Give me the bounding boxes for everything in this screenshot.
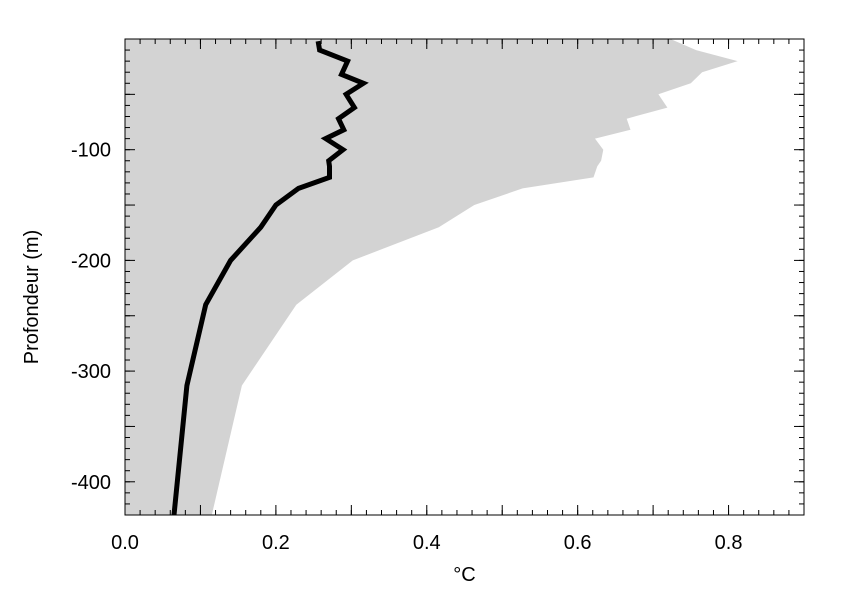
x-tick-label: 0.2 xyxy=(262,532,290,554)
spread-area-layer xyxy=(125,39,738,515)
x-tick-label: 0.0 xyxy=(111,532,139,554)
y-tick-label: -400 xyxy=(71,472,111,494)
y-tick-label: -300 xyxy=(71,361,111,383)
spread-area-series xyxy=(125,39,738,515)
x-tick-label: 0.6 xyxy=(564,532,592,554)
mean-profile-line xyxy=(171,40,369,516)
tick-marks xyxy=(124,39,805,516)
y-tick-label: -100 xyxy=(71,140,111,162)
x-tick-label: 0.4 xyxy=(413,532,441,554)
x-axis-title: °C xyxy=(453,564,475,586)
y-tick-label: -200 xyxy=(71,250,111,272)
plot-frame xyxy=(124,38,805,516)
mean-profile-layer xyxy=(171,40,369,516)
y-axis-title: Profondeur (m) xyxy=(21,230,43,365)
tick-labels: 0.0 0.2 0.4 0.6 0.8 -100 -200 -300 -400 xyxy=(71,140,742,554)
x-tick-label: 0.8 xyxy=(715,532,743,554)
